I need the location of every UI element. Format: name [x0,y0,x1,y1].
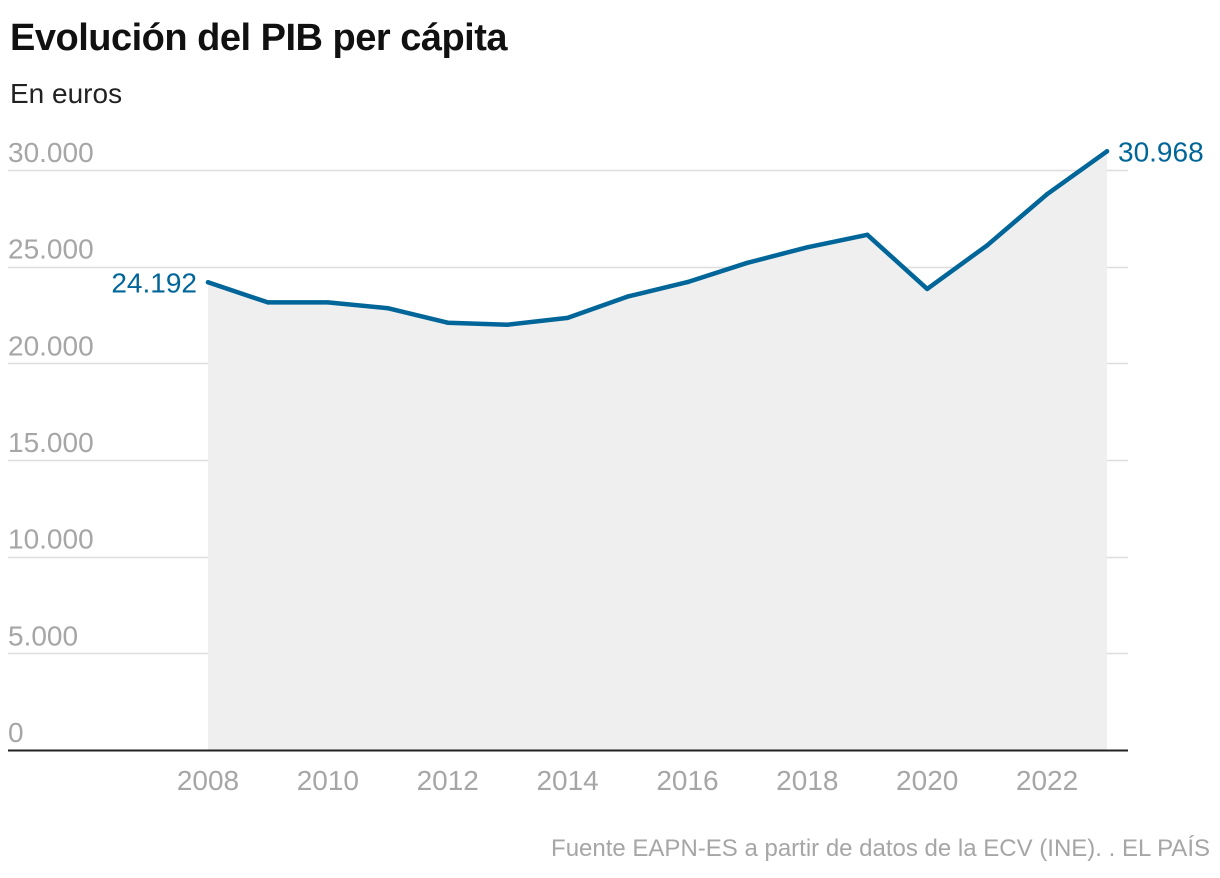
data-point-2018 [805,245,810,250]
data-point-2019 [865,232,870,237]
area-fill [208,151,1107,750]
data-point-2012 [445,320,450,325]
y-tick-label-5: 25.000 [8,234,94,265]
chart-subtitle: En euros [10,78,123,109]
data-point-2020 [925,286,930,292]
x-tick-label-2018: 2018 [776,765,838,796]
x-tick-label-2012: 2012 [417,765,479,796]
y-tick-label-0: 0 [8,717,24,748]
x-tick-label-2020: 2020 [896,765,958,796]
data-label-2023: 30.968 [1118,136,1204,167]
data-point-2014 [565,315,570,321]
y-tick-label-2: 10.000 [8,524,94,555]
x-axis-tick-labels: 2008 2010 2012 2014 2016 2018 2020 2022 [177,765,1078,796]
y-tick-label-4: 20.000 [8,330,94,361]
x-tick-label-2022: 2022 [1016,765,1078,796]
data-point-2021 [984,243,990,248]
y-tick-label-6: 30.000 [8,137,94,168]
area-fill-layer [208,151,1107,750]
data-point-2017 [745,260,750,265]
chart-title: Evolución del PIB per cápita [10,17,508,59]
y-tick-label-1: 5.000 [8,620,78,651]
x-tick-label-2016: 2016 [656,765,718,796]
data-point-2011 [385,306,390,311]
series-line [205,149,1110,327]
data-point-2015 [625,294,630,299]
x-tick-label-2008: 2008 [177,765,239,796]
data-point-2008 [205,280,211,285]
data-label-2008: 24.192 [111,267,197,298]
data-point-2010 [325,300,331,305]
data-point-2022 [1044,191,1050,197]
data-point-2013 [505,322,510,327]
y-axis-tick-labels: 0 5.000 10.000 15.000 20.000 25.000 30.000 [8,137,94,748]
x-tick-label-2010: 2010 [297,765,359,796]
data-point-2023 [1104,149,1110,154]
data-labels: 24.192 30.968 [111,136,1203,298]
data-point-2009 [265,300,271,305]
data-point-2016 [685,279,690,285]
source-note: Fuente EAPN-ES a partir de datos de la E… [551,835,1210,862]
x-tick-label-2014: 2014 [536,765,598,796]
y-tick-label-3: 15.000 [8,427,94,458]
series-line-layer [205,149,1110,327]
